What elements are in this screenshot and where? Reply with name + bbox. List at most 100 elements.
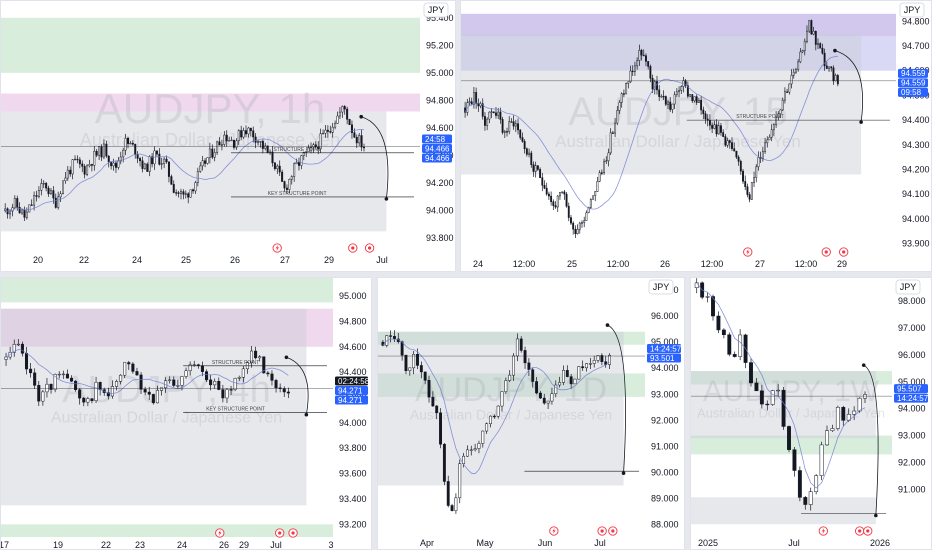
zone-green[interactable] [0,277,333,303]
currency-button[interactable]: JPY [423,2,449,18]
flag-icon[interactable] [288,528,298,538]
projection-arrow[interactable] [863,364,879,516]
lightning-event-icon[interactable] [743,247,753,257]
flag-icon[interactable] [597,526,607,536]
zone-green[interactable] [377,331,645,345]
chart-panel-top-right[interactable]: AUDJPY, 15 Australian Dollar / Japanese Y… [460,0,932,272]
flag-icon[interactable] [608,526,618,536]
time-axis[interactable] [690,535,932,550]
projection-arrow[interactable] [286,356,309,415]
candle [776,384,781,397]
candle [781,97,784,112]
candle [220,139,223,151]
zone-grey[interactable] [0,111,387,232]
chart-panel-bottom-right[interactable]: AUDJPY, 1W Australian Dollar / Japanese Y… [690,277,932,550]
time-axis[interactable] [0,537,372,550]
flag-icon[interactable] [348,243,358,253]
candle [819,441,824,481]
candle [252,126,255,143]
candle [93,146,96,171]
candle [500,391,504,412]
watermark-symbol: AUDJPY, 4h [62,369,270,411]
flag-icon[interactable] [275,528,285,538]
time-axis[interactable] [377,535,685,550]
time-axis[interactable] [460,256,932,272]
zone-green[interactable] [0,524,333,537]
flag-icon[interactable] [863,526,873,536]
zone-purple[interactable] [460,13,896,71]
candle [578,221,581,234]
candle [216,140,219,156]
lightning-event-icon[interactable] [549,526,559,536]
zone-grey[interactable] [0,308,307,506]
candle [194,180,197,194]
zone-green[interactable] [0,17,420,73]
chart-panel-top-left[interactable]: AUDJPY, 1h Australian Dollar / Japanese Y… [0,0,456,272]
zone-pink[interactable] [0,308,333,347]
lightning-event-icon[interactable] [818,526,828,536]
zone-grey[interactable] [690,497,876,525]
lightning-event-icon[interactable] [272,243,282,253]
candle [400,340,404,361]
candle [404,354,408,375]
candle [722,129,725,138]
candle [704,111,707,124]
candle [33,191,36,211]
price-tick-label: 88.000 [651,520,679,530]
price-tick-label: 95.000 [651,337,679,347]
candle [671,103,674,114]
zone-green[interactable] [690,371,892,385]
candle [76,155,79,164]
chart-panel-bottom-middle[interactable]: AUDJPY, 1D Australian Dollar / Japanese Y… [377,277,685,550]
candle [249,346,254,368]
candle [288,178,291,194]
projection-arrow[interactable] [361,116,389,199]
candle [492,111,495,114]
candle [808,487,813,511]
candle [348,118,351,126]
candle [105,140,108,158]
candle [204,158,207,168]
candle [574,225,577,238]
currency-button[interactable]: JPY [895,279,921,295]
candle [702,106,705,120]
flag-icon[interactable] [839,247,849,257]
moving-average-line [382,338,610,475]
candle [266,371,270,377]
currency-button[interactable]: JPY [899,2,925,18]
lightning-event-icon[interactable] [215,528,225,538]
candle [830,66,833,72]
candle [139,372,143,395]
candle [680,85,683,94]
level-label: KEY STRUCTURE POINT [268,191,327,197]
price-tag: 94.466 [422,143,452,153]
chart-panel-bottom-left[interactable]: AUDJPY, 4h Australian Dollar / Japanese Y… [0,277,372,550]
projection-arrow[interactable] [607,324,626,474]
price-tag: 24:58 [422,134,452,144]
candle [18,202,21,214]
candle [558,376,562,388]
flag-icon[interactable] [821,247,831,257]
flag-icon[interactable] [364,243,375,253]
currency-button[interactable]: JPY [648,279,674,295]
candle [201,155,204,171]
candle [585,363,588,372]
candle [546,400,550,409]
candle [135,367,139,376]
candle [114,160,117,174]
price-tag-text: 94.466 [425,144,450,153]
candle [204,369,209,383]
time-axis[interactable] [0,252,456,272]
projection-arrow[interactable] [834,50,864,123]
zone-green[interactable] [690,435,892,455]
zone-pink[interactable] [0,93,420,112]
candle [307,144,310,152]
candle [281,169,284,182]
candle [123,362,127,378]
flag-icon[interactable] [855,526,865,536]
